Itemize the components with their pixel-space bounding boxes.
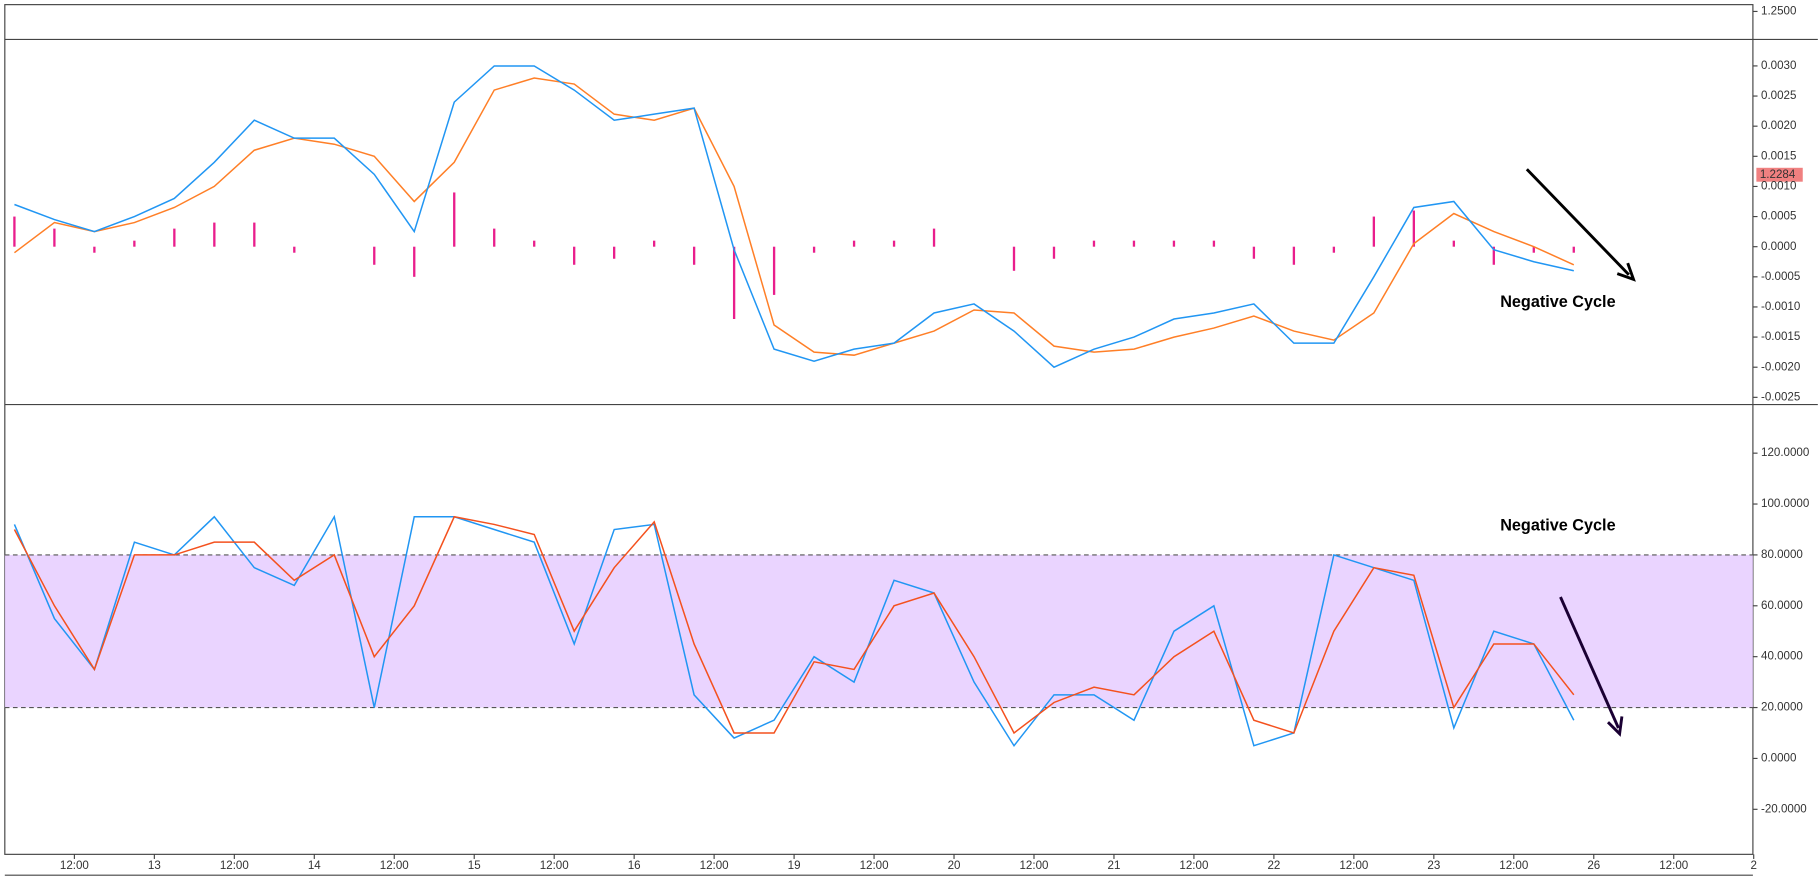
x-tick-label: 12:00 [700, 860, 729, 872]
x-tick-label: 12:00 [1020, 860, 1049, 872]
x-tick-label: 15 [468, 860, 481, 872]
y-tick-label: 1.2500 [1761, 6, 1796, 18]
arrow [1559, 596, 1620, 729]
y-tick-label: -0.0005 [1761, 271, 1800, 283]
x-tick-label: 16 [628, 860, 641, 872]
price-badge [1756, 167, 1803, 182]
y-tick-label: 0.0015 [1761, 150, 1796, 162]
series-line [13, 77, 1575, 356]
y-tick-label: 80.0000 [1761, 549, 1803, 561]
series-line [13, 515, 1575, 735]
y-tick-label: -0.0015 [1761, 331, 1800, 343]
y-tick-label: 0.0000 [1761, 752, 1796, 764]
x-tick-label: 13 [148, 860, 161, 872]
arrow-head [1616, 262, 1636, 282]
x-tick-label: 12:00 [380, 860, 409, 872]
series-line [14, 65, 1574, 369]
x-tick-label: 21 [1108, 860, 1121, 872]
x-tick-label: 12:00 [60, 860, 89, 872]
y-tick-label: 0.0010 [1761, 181, 1796, 193]
x-tick-label: 22 [1267, 860, 1280, 872]
annotation: Negative Cycle [1500, 293, 1615, 311]
y-tick-label: 60.0000 [1761, 600, 1803, 612]
x-tick-label: 20 [948, 860, 961, 872]
y-tick-label: -20.0000 [1761, 803, 1807, 815]
y-tick-label: 0.0005 [1761, 211, 1796, 223]
x-tick-label: 26 [1587, 860, 1600, 872]
y-tick-label: 0.0030 [1761, 60, 1796, 72]
x-tick-label: 12:00 [1179, 860, 1208, 872]
y-tick-label: 40.0000 [1761, 651, 1803, 663]
x-tick-label: 2 [1750, 860, 1756, 872]
price-label: 1.2284 [1760, 169, 1796, 181]
x-tick-label: 12:00 [540, 860, 569, 872]
x-tick-label: 19 [788, 860, 801, 872]
x-tick-label: 23 [1427, 860, 1440, 872]
x-tick-label: 12:00 [220, 860, 249, 872]
y-tick-label: 0.0025 [1761, 90, 1796, 102]
x-tick-label: 14 [308, 860, 321, 872]
y-tick-label: 0.0020 [1761, 120, 1796, 132]
x-tick-label: 12:00 [1339, 860, 1368, 872]
y-tick-label: 20.0000 [1761, 702, 1803, 714]
y-tick-label: 0.0000 [1761, 241, 1796, 253]
series-line [13, 514, 1575, 748]
arrow-head [1606, 716, 1624, 737]
annotation: Negative Cycle [1500, 517, 1615, 535]
plot-frame [4, 4, 1754, 855]
x-tick-label: 12:00 [1499, 860, 1528, 872]
y-tick-label: -0.0010 [1761, 301, 1800, 313]
y-tick-label: 120.0000 [1761, 447, 1809, 459]
x-tick-label: 12:00 [860, 860, 889, 872]
y-tick-label: 100.0000 [1761, 498, 1809, 510]
y-tick-label: -0.0025 [1761, 391, 1800, 403]
chart-layer: 1.2500 1.2284 0.0030 0.0025 0.0020 0.0015 0.00… [4, 6, 1809, 872]
y-tick-label: -0.0020 [1761, 361, 1800, 373]
arrow [1525, 168, 1630, 276]
x-tick-label: 12:00 [1659, 860, 1688, 872]
